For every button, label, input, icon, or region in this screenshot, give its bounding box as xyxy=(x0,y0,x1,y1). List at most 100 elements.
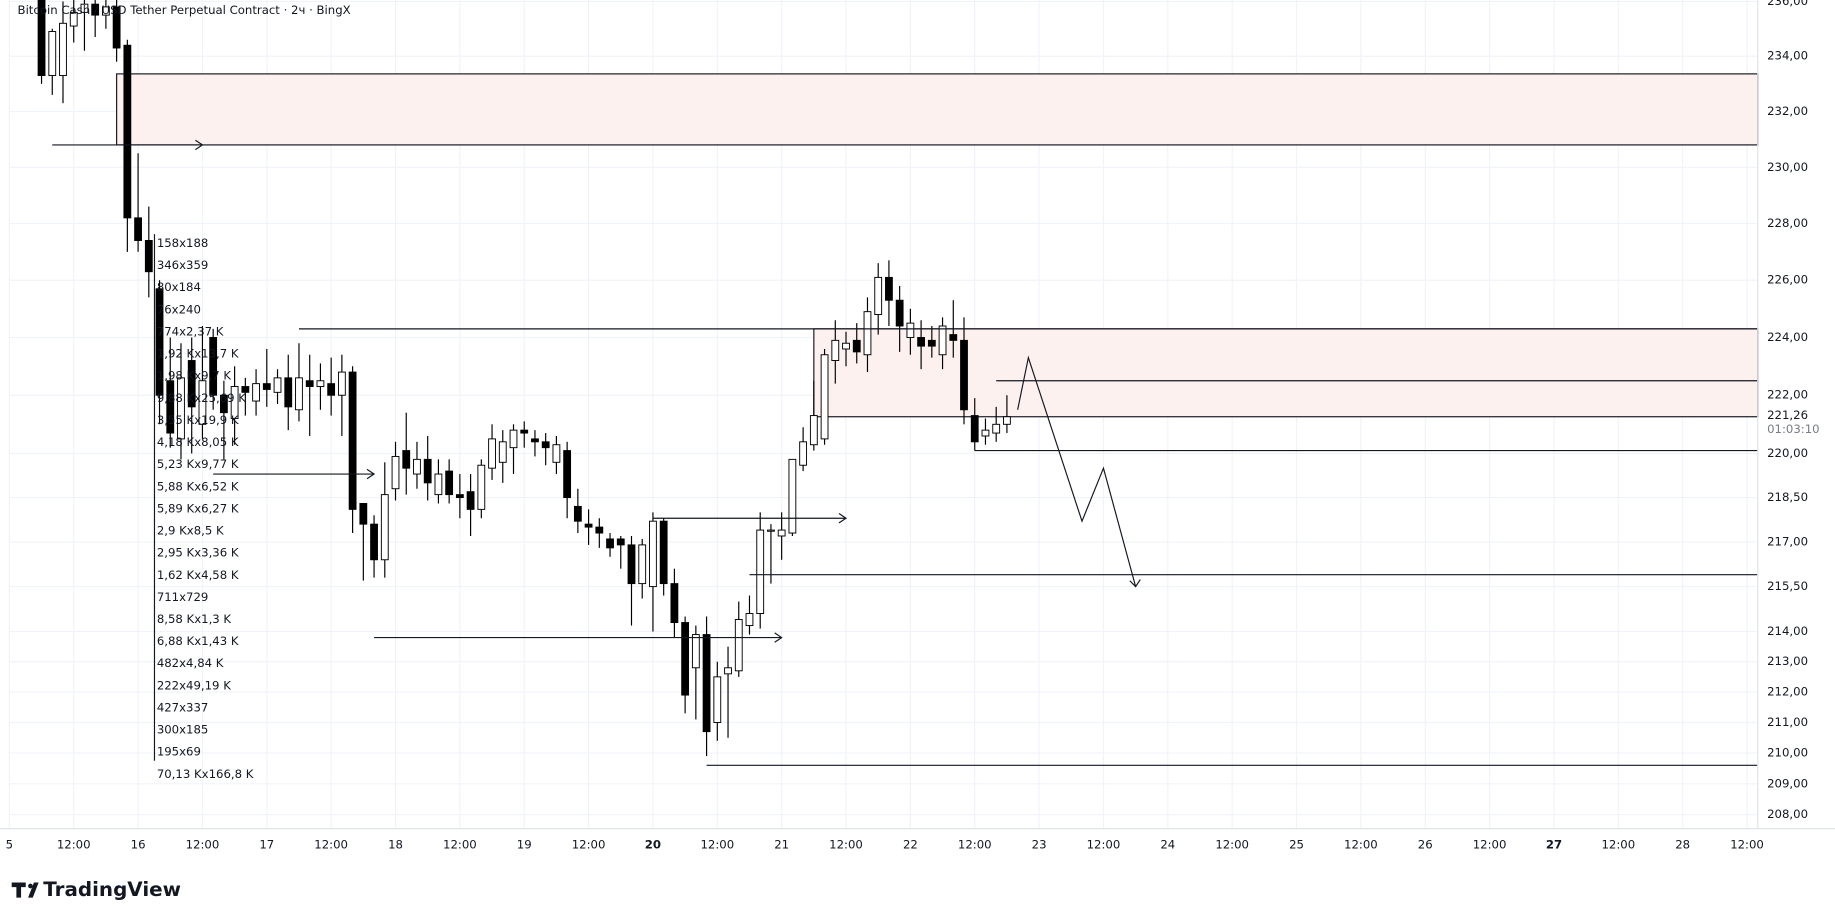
x-tick-label: 12:00 xyxy=(186,838,220,852)
candle-body xyxy=(745,613,754,627)
candle-body xyxy=(252,383,260,402)
candle-body xyxy=(295,377,303,411)
volume-profile-label: 1,98 Kx9,7 K xyxy=(157,369,232,383)
candle-body xyxy=(767,529,775,532)
x-tick-label: 17 xyxy=(259,838,274,852)
x-tick-label: 12:00 xyxy=(314,838,348,852)
candle-body xyxy=(498,441,507,463)
candle-body xyxy=(219,394,228,414)
candle-body xyxy=(445,470,454,496)
candle-body xyxy=(885,276,893,301)
candle-body xyxy=(638,544,647,585)
x-tick-label: 12:00 xyxy=(829,838,863,852)
candle-body xyxy=(831,339,840,361)
y-tick-label: 218,50 xyxy=(1767,490,1808,504)
y-tick-label: 224,00 xyxy=(1767,330,1808,344)
projection-arrow xyxy=(1129,579,1141,588)
candle-body xyxy=(777,529,786,537)
candle-body xyxy=(681,622,690,696)
candle-body xyxy=(305,380,314,388)
candle-body xyxy=(402,450,411,469)
volume-profile-label: 2,95 Kx3,36 K xyxy=(157,546,239,560)
x-tick-label: 12:00 xyxy=(700,838,734,852)
x-tick-label: 12:00 xyxy=(1215,838,1249,852)
candle-body xyxy=(981,429,990,437)
candle-body xyxy=(273,377,282,393)
candle-body xyxy=(649,520,657,588)
x-tick-label: 25 xyxy=(1289,838,1304,852)
candle-body xyxy=(348,371,357,510)
candle-body xyxy=(370,523,378,561)
x-tick-label: 22 xyxy=(903,838,918,852)
volume-profile-label: 8,58 Kx1,3 K xyxy=(157,612,232,626)
y-tick-label: 211,00 xyxy=(1767,715,1808,729)
x-tick-label: 24 xyxy=(1160,838,1175,852)
volume-profile-label: 346x359 xyxy=(157,258,209,272)
candle-body xyxy=(316,380,325,388)
x-tick-label: 21 xyxy=(774,838,789,852)
candle-body xyxy=(413,458,421,475)
volume-profile-label: 1,62 Kx4,58 K xyxy=(157,568,239,582)
candle-body xyxy=(262,383,271,390)
x-tick-label: 12:00 xyxy=(1730,838,1764,852)
y-tick-label: 208,00 xyxy=(1767,807,1808,821)
projection-path xyxy=(1017,355,1137,587)
x-tick-label: 12:00 xyxy=(443,838,477,852)
x-tick-label: 12:00 xyxy=(57,838,91,852)
candle-body xyxy=(874,276,883,315)
candle-body xyxy=(337,371,346,396)
candle-body xyxy=(230,386,239,419)
candle-body xyxy=(788,458,797,534)
volume-profile-label: 80x184 xyxy=(157,280,201,294)
candle-body xyxy=(477,464,486,510)
candle-body xyxy=(670,583,679,624)
volume-profile-label: 5,23 Kx9,77 K xyxy=(157,457,239,471)
brand-name: TradingView xyxy=(43,878,181,901)
level-arrow xyxy=(366,468,376,480)
volume-profile-label: 76x240 xyxy=(157,302,201,316)
candle-body xyxy=(595,526,604,534)
candle-body xyxy=(906,322,915,338)
candle-body xyxy=(917,337,926,347)
volume-profile-label: 6,88 Kx1,43 K xyxy=(157,634,239,648)
y-tick-label: 228,00 xyxy=(1767,216,1808,230)
candle-body xyxy=(198,380,207,425)
x-tick-label: 12:00 xyxy=(1087,838,1121,852)
candle-body xyxy=(69,11,78,27)
candle-body xyxy=(509,429,518,449)
candle-body xyxy=(80,3,89,13)
candle-body xyxy=(434,473,443,496)
y-tick-label: 213,00 xyxy=(1767,654,1808,668)
chart-title: Bitcoin Cash / USD Tether Perpetual Cont… xyxy=(18,3,351,17)
candle-body xyxy=(616,538,625,546)
candle-body xyxy=(927,339,936,347)
candle-body xyxy=(606,538,614,549)
candle-body xyxy=(327,383,336,396)
candle-body xyxy=(359,502,368,525)
volume-profile-label: 3,55 Kx19,9 K xyxy=(157,413,239,427)
candle-body xyxy=(584,523,593,528)
y-tick-label: 214,00 xyxy=(1767,624,1808,638)
candle-body xyxy=(177,377,185,440)
brand-logo: TradingView xyxy=(11,878,181,901)
y-tick-label: 234,00 xyxy=(1767,49,1808,63)
candle-body xyxy=(627,544,636,585)
volume-profile-label: 5,88 Kx6,52 K xyxy=(157,479,239,493)
candle-body xyxy=(691,634,700,669)
candle-body xyxy=(809,415,818,446)
y-tick-label: 210,00 xyxy=(1767,746,1808,760)
candle-body xyxy=(863,311,872,356)
candle-body xyxy=(101,6,110,16)
volume-profile-label: 4,18 Kx8,05 K xyxy=(157,435,239,449)
candle-body xyxy=(541,441,550,449)
volume-profile-label: 222x49,19 K xyxy=(157,678,231,692)
x-tick-label: 18 xyxy=(388,838,403,852)
candle-body xyxy=(724,667,732,675)
volume-profile-label: 9,88 Kx25,69 K xyxy=(157,391,246,405)
candle-body xyxy=(713,676,722,723)
y-tick-label: 215,50 xyxy=(1767,579,1808,593)
zone xyxy=(813,328,1759,418)
y-tick-label: 209,00 xyxy=(1767,776,1808,790)
volume-profile-label: 70,13 Kx166,8 K xyxy=(157,767,254,781)
